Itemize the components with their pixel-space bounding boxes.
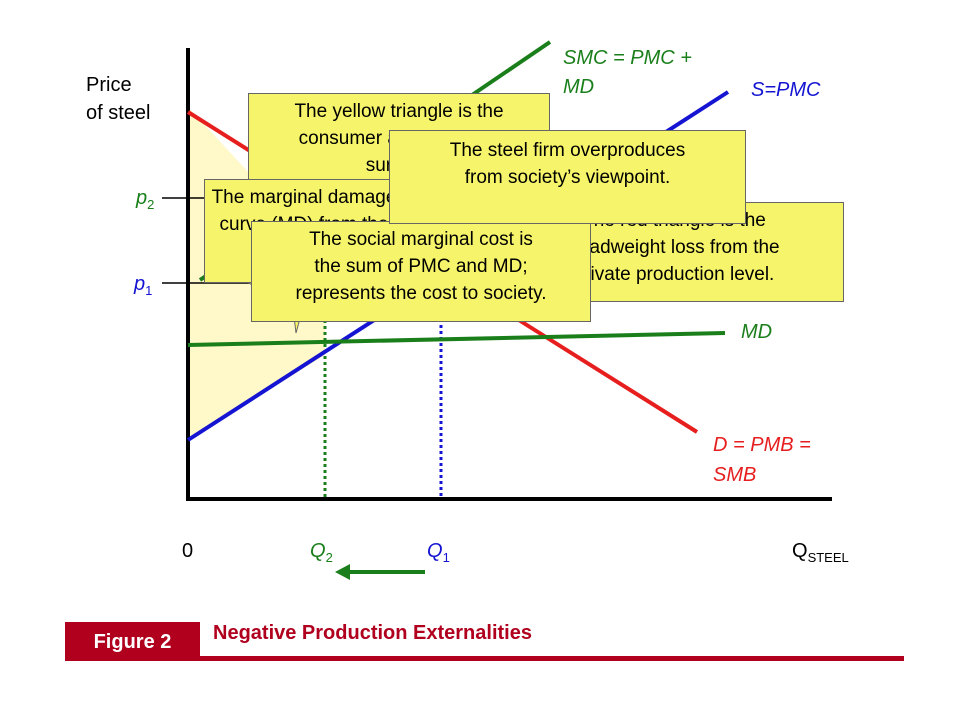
origin-label: 0 <box>182 540 194 562</box>
p1-label: p1 <box>134 272 152 299</box>
y-axis-label-line1: Price <box>86 74 132 96</box>
y-axis-label-line2: of steel <box>86 102 151 124</box>
q2-sub: 2 <box>325 550 333 565</box>
p2-label: p2 <box>136 186 154 213</box>
figure-badge: Figure 2 <box>65 622 200 658</box>
x-axis-label: QSTEEL <box>792 539 849 566</box>
demand-label-line1: D = PMB = <box>713 434 811 456</box>
red-callout-line3: private production level. <box>573 264 775 285</box>
steel-callout-line2: from society’s viewpoint. <box>464 167 671 188</box>
social-marginal-cost-callout: The social marginal cost is the sum of P… <box>251 221 591 322</box>
p2-main: p <box>136 187 148 209</box>
md-label: MD <box>741 321 773 343</box>
smc-label-line1: SMC = PMC + <box>563 47 692 69</box>
q1-label: Q1 <box>427 539 450 566</box>
smc-label: SMC = PMC + MD <box>563 44 692 102</box>
q2-label: Q2 <box>310 539 333 566</box>
demand-label: D = PMB = SMB <box>713 430 811 490</box>
shift-arrow-head <box>335 564 350 580</box>
x-axis-label-sub: STEEL <box>807 550 849 565</box>
social-callout-line1: The social marginal cost is <box>309 229 533 250</box>
p1-main: p <box>134 273 146 295</box>
y-axis-label: Price of steel <box>86 71 150 127</box>
social-callout-line3: represents the cost to society. <box>295 283 547 304</box>
x-axis-label-main: Q <box>792 540 808 562</box>
red-callout-line2: deadweight loss from the <box>568 237 780 258</box>
yellow-callout-line1: The yellow triangle is the <box>294 101 504 122</box>
figure-badge-underline <box>65 656 200 661</box>
q1-main: Q <box>427 540 443 562</box>
figure-title: Negative Production Externalities <box>213 622 532 644</box>
overproduction-callout: The steel firm overproduces from society… <box>389 130 746 224</box>
md-curve <box>187 331 726 347</box>
figure-title-underline <box>200 656 904 661</box>
social-callout-line2: the sum of PMC and MD; <box>314 256 528 277</box>
p1-sub: 1 <box>145 283 153 298</box>
demand-label-line2: SMB <box>713 464 757 486</box>
pmc-label: S=PMC <box>751 79 821 101</box>
q2-main: Q <box>310 540 326 562</box>
steel-callout-line1: The steel firm overproduces <box>449 140 686 161</box>
q1-sub: 1 <box>442 550 450 565</box>
p2-sub: 2 <box>147 197 155 212</box>
marginal-callout-line1: The marginal damage <box>211 187 397 208</box>
smc-label-line2: MD <box>563 76 595 98</box>
